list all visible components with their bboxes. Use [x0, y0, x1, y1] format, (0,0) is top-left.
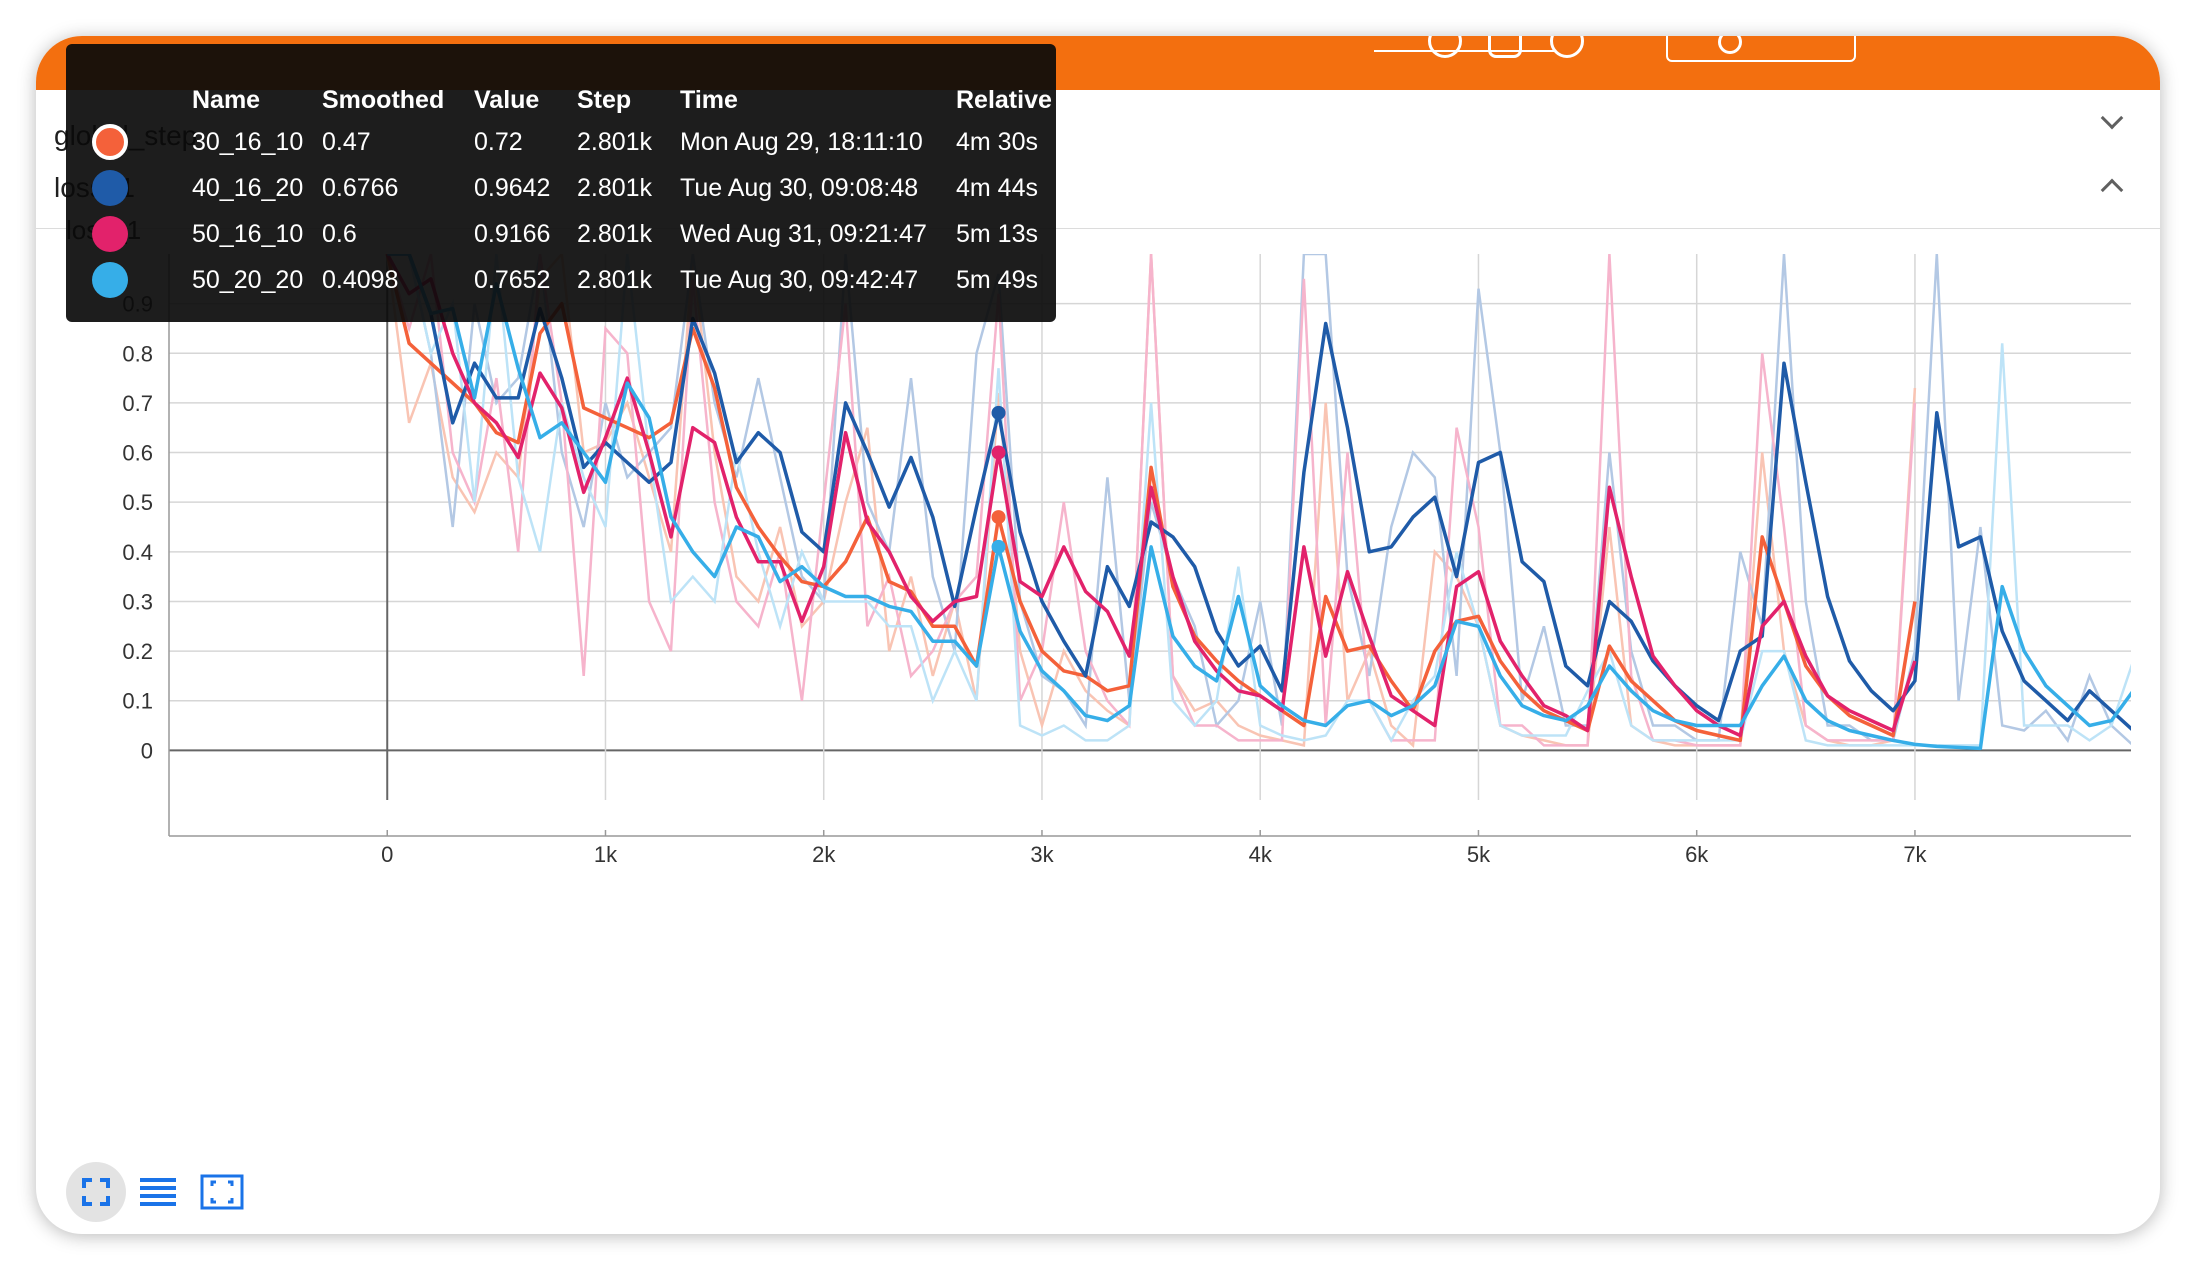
app-card: global_step loss_1 loss_1 00.10.20.30.40…	[36, 36, 2160, 1234]
x-tick-label: 1k	[594, 842, 618, 867]
refresh-icon	[1718, 36, 1742, 54]
series-smoothed-line[interactable]	[385, 254, 1917, 738]
y-tick-label: 0.1	[122, 689, 153, 714]
x-tick-label: 0	[381, 842, 393, 867]
tooltip-header-smoothed: Smoothed	[322, 86, 445, 114]
tooltip-smoothed-cell: 0.47	[322, 128, 371, 156]
tooltip-smoothed-cell: 0.6	[322, 220, 357, 248]
fit-domain-icon	[200, 1174, 244, 1210]
y-tick-label: 0.4	[122, 540, 153, 565]
help-icon[interactable]	[1550, 36, 1584, 58]
series-smoothed-line[interactable]	[387, 254, 2133, 751]
hover-tooltip: Name Smoothed Value Step Time Relative 3…	[66, 44, 1056, 322]
tooltip-step-cell: 2.801k	[577, 174, 653, 202]
tooltip-value-cell: 0.9642	[474, 174, 551, 202]
fit-domain-button[interactable]	[192, 1162, 252, 1222]
hover-point	[991, 539, 1006, 554]
axes: 00.10.20.30.40.50.60.70.80.901k2k3k4k5k6…	[122, 254, 2131, 867]
tooltip-header-value: Value	[474, 86, 540, 114]
tooltip-time-cell: Wed Aug 31, 09:21:47	[680, 220, 927, 248]
tooltip-name-cell: 40_16_20	[192, 174, 304, 202]
tooltip-header-relative: Relative	[956, 86, 1052, 114]
tooltip-step-cell: 2.801k	[577, 220, 653, 248]
fullscreen-icon	[82, 1178, 110, 1206]
tooltip-time-cell: Tue Aug 30, 09:42:47	[680, 266, 919, 294]
tooltip-step-cell: 2.801k	[577, 266, 653, 294]
tooltip-name-cell: 30_16_10	[192, 128, 304, 156]
tooltip-smoothed-cell: 0.6766	[322, 174, 399, 202]
settings-icon[interactable]	[1488, 36, 1522, 58]
hover-point	[991, 445, 1006, 460]
toggle-log-button[interactable]	[128, 1162, 188, 1222]
tooltip-smoothed-cell: 0.4098	[322, 266, 399, 294]
x-tick-label: 4k	[1249, 842, 1273, 867]
y-tick-label: 0.5	[122, 490, 153, 515]
tooltip-value-cell: 0.9166	[474, 220, 551, 248]
tooltip-relative-cell: 4m 30s	[956, 128, 1038, 156]
y-tick-label: 0.3	[122, 589, 153, 614]
series-layer	[385, 254, 2133, 751]
x-tick-label: 2k	[812, 842, 836, 867]
series-smoothed-line[interactable]	[387, 254, 2133, 731]
y-tick-label: 0	[141, 738, 153, 763]
run-color-dot	[92, 216, 128, 252]
tooltip-time-cell: Tue Aug 30, 09:08:48	[680, 174, 919, 202]
x-tick-label: 5k	[1467, 842, 1491, 867]
y-tick-label: 0.8	[122, 341, 153, 366]
hover-point	[991, 405, 1006, 420]
tooltip-step-cell: 2.801k	[577, 128, 653, 156]
tooltip-time-cell: Mon Aug 29, 18:11:10	[680, 128, 923, 156]
refresh-button[interactable]	[1666, 36, 1856, 62]
tooltip-header-step: Step	[577, 86, 632, 114]
x-tick-label: 6k	[1685, 842, 1709, 867]
list-icon	[140, 1178, 176, 1206]
tooltip-value-cell: 0.72	[474, 128, 523, 156]
fullscreen-button[interactable]	[66, 1162, 126, 1222]
run-color-dot	[92, 170, 128, 206]
series-raw-line	[387, 254, 2131, 747]
run-color-dot	[92, 124, 128, 160]
tooltip-header-name: Name	[192, 86, 261, 114]
tooltip-name-cell: 50_20_20	[192, 266, 304, 294]
tooltip-name-cell: 50_16_10	[192, 220, 304, 248]
x-tick-label: 3k	[1030, 842, 1054, 867]
y-tick-label: 0.6	[122, 441, 153, 466]
series-smoothed-line[interactable]	[385, 254, 1917, 743]
filter-runs-input[interactable]	[1374, 50, 1556, 52]
tooltip-relative-cell: 5m 13s	[956, 220, 1038, 248]
series-raw-line	[385, 254, 1917, 748]
tooltip-relative-cell: 4m 44s	[956, 174, 1038, 202]
y-tick-label: 0.7	[122, 391, 153, 416]
tooltip-value-cell: 0.7652	[474, 266, 551, 294]
x-tick-label: 7k	[1903, 842, 1927, 867]
hover-point	[991, 510, 1006, 525]
y-tick-label: 0.2	[122, 639, 153, 664]
tooltip-relative-cell: 5m 49s	[956, 266, 1038, 294]
reload-icon[interactable]	[1428, 36, 1462, 58]
run-color-dot	[92, 262, 128, 298]
tooltip-header-time: Time	[680, 86, 738, 114]
